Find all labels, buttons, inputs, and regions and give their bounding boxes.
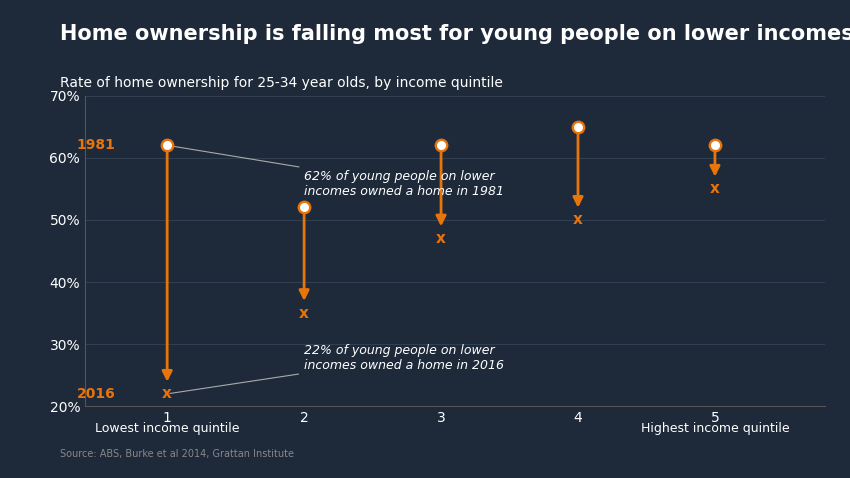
Text: Highest income quintile: Highest income quintile <box>641 422 790 435</box>
Text: 1981: 1981 <box>76 138 115 152</box>
Point <box>434 141 448 149</box>
Point <box>708 141 722 149</box>
Point <box>571 123 585 130</box>
Text: Lowest income quintile: Lowest income quintile <box>95 422 240 435</box>
Text: Rate of home ownership for 25-34 year olds, by income quintile: Rate of home ownership for 25-34 year ol… <box>60 76 502 90</box>
Text: x: x <box>162 386 172 402</box>
Point <box>434 141 448 149</box>
Text: 62% of young people on lower
incomes owned a home in 1981: 62% of young people on lower incomes own… <box>170 146 504 198</box>
Point <box>298 204 311 211</box>
Point <box>571 123 585 130</box>
Point <box>708 141 722 149</box>
Text: Home ownership is falling most for young people on lower incomes: Home ownership is falling most for young… <box>60 24 850 44</box>
Text: 22% of young people on lower
incomes owned a home in 2016: 22% of young people on lower incomes own… <box>170 344 504 393</box>
Point <box>161 141 174 149</box>
Text: x: x <box>299 305 309 321</box>
Text: x: x <box>573 212 583 228</box>
Text: Source: ABS, Burke et al 2014, Grattan Institute: Source: ABS, Burke et al 2014, Grattan I… <box>60 449 293 459</box>
Text: x: x <box>710 181 720 196</box>
Text: 2016: 2016 <box>76 387 115 401</box>
Point <box>298 204 311 211</box>
Point <box>161 141 174 149</box>
Text: x: x <box>436 231 446 246</box>
